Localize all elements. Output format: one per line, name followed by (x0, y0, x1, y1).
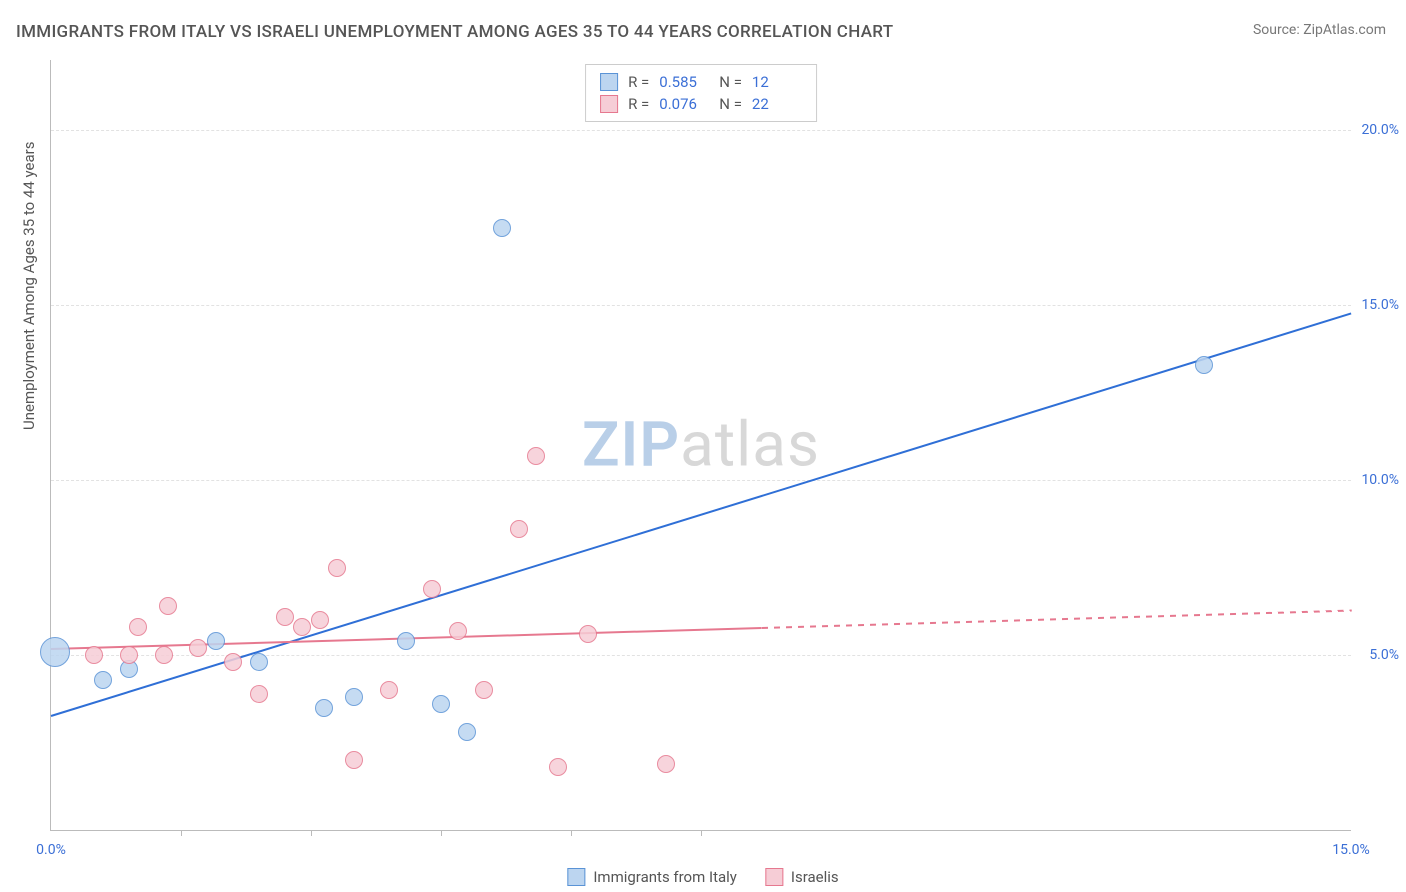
data-point (432, 695, 450, 713)
data-point (1195, 356, 1213, 374)
data-point (207, 632, 225, 650)
data-point (527, 447, 545, 465)
data-point (250, 685, 268, 703)
data-point (345, 688, 363, 706)
x-tick (311, 830, 312, 836)
data-point (345, 751, 363, 769)
data-point (549, 758, 567, 776)
data-point (189, 639, 207, 657)
legend-label: Israelis (791, 868, 839, 886)
legend-item: Israelis (765, 868, 839, 886)
watermark: ZIPatlas (582, 409, 820, 482)
data-point (475, 681, 493, 699)
data-point (397, 632, 415, 650)
n-label: N = (719, 73, 742, 91)
legend-swatch (600, 95, 618, 113)
data-point (120, 646, 138, 664)
legend-label: Immigrants from Italy (593, 868, 737, 886)
n-value: 12 (752, 73, 802, 91)
x-tick (701, 830, 702, 836)
data-point (449, 622, 467, 640)
data-point (293, 618, 311, 636)
data-point (40, 637, 70, 667)
data-point (311, 611, 329, 629)
r-label: R = (628, 73, 649, 91)
legend-row: R = 0.585 N = 12 (600, 71, 802, 93)
data-point (510, 520, 528, 538)
y-tick-label: 15.0% (1361, 297, 1399, 313)
trend-line (762, 610, 1351, 629)
r-value: 0.585 (659, 73, 709, 91)
correlation-legend: R = 0.585 N = 12 R = 0.076 N = 22 (585, 64, 817, 122)
x-tick-label: 0.0% (36, 842, 66, 858)
data-point (224, 653, 242, 671)
legend-item: Immigrants from Italy (567, 868, 737, 886)
gridline (51, 305, 1351, 306)
x-tick-label: 15.0% (1332, 842, 1370, 858)
data-point (657, 755, 675, 773)
y-axis-label: Unemployment Among Ages 35 to 44 years (20, 142, 38, 430)
gridline (51, 480, 1351, 481)
scatter-plot: ZIPatlas R =0.585N =12R =0.076N =22 5.0%… (50, 60, 1351, 831)
data-point (328, 559, 346, 577)
chart-title: IMMIGRANTS FROM ITALY VS ISRAELI UNEMPLO… (16, 22, 893, 42)
legend-swatch (567, 868, 585, 886)
data-point (579, 625, 597, 643)
data-point (94, 671, 112, 689)
gridline (51, 130, 1351, 131)
legend-swatch (765, 868, 783, 886)
data-point (155, 646, 173, 664)
data-point (493, 219, 511, 237)
y-tick-label: 10.0% (1361, 472, 1399, 488)
data-point (380, 681, 398, 699)
data-point (85, 646, 103, 664)
y-tick-label: 20.0% (1361, 122, 1399, 138)
n-value: 22 (752, 95, 802, 113)
x-tick (181, 830, 182, 836)
r-value: 0.076 (659, 95, 709, 113)
data-point (250, 653, 268, 671)
n-label: N = (719, 95, 742, 113)
data-point (159, 597, 177, 615)
data-point (129, 618, 147, 636)
data-point (458, 723, 476, 741)
x-tick (441, 830, 442, 836)
data-point (423, 580, 441, 598)
y-tick-label: 5.0% (1369, 647, 1399, 663)
data-point (276, 608, 294, 626)
data-point (315, 699, 333, 717)
series-legend: Immigrants from Italy Israelis (567, 868, 838, 886)
legend-row: R = 0.076 N = 22 (600, 93, 802, 115)
r-label: R = (628, 95, 649, 113)
x-tick (571, 830, 572, 836)
source-label: Source: ZipAtlas.com (1253, 22, 1386, 38)
legend-swatch (600, 73, 618, 91)
